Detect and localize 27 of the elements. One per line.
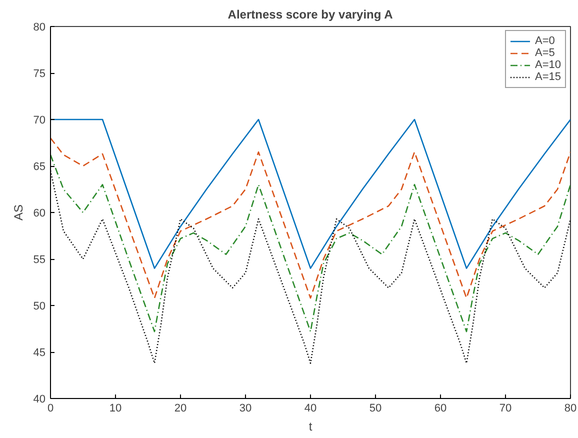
- x-tick-label: 80: [564, 402, 577, 414]
- y-axis-title: AS: [11, 204, 26, 221]
- legend-label: A=5: [535, 47, 555, 59]
- x-tick-label: 70: [499, 402, 512, 414]
- y-tick-label: 70: [33, 114, 46, 126]
- legend-label: A=10: [535, 59, 561, 71]
- x-tick-label: 50: [369, 402, 382, 414]
- x-axis-title: t: [308, 420, 313, 434]
- x-tick-label: 30: [239, 402, 252, 414]
- chart-title: Alertness score by varying A: [228, 8, 394, 22]
- y-tick-label: 40: [33, 394, 46, 406]
- line-series: [50, 154, 570, 332]
- x-tick-label: 40: [304, 402, 317, 414]
- legend-label: A=15: [535, 71, 561, 83]
- y-tick-label: 75: [33, 68, 46, 80]
- x-tick-label: 10: [109, 402, 122, 414]
- y-tick-label: 65: [33, 161, 46, 173]
- y-tick-label: 45: [33, 347, 46, 359]
- line-series: [50, 137, 570, 299]
- x-tick-label: 0: [47, 402, 54, 414]
- x-tick-label: 60: [434, 402, 447, 414]
- y-tick-label: 80: [33, 22, 46, 34]
- legend-label: A=0: [535, 35, 555, 47]
- y-tick-label: 60: [33, 208, 46, 220]
- y-tick-label: 50: [33, 300, 46, 312]
- y-tick-label: 55: [33, 254, 46, 266]
- x-tick-label: 20: [174, 402, 187, 414]
